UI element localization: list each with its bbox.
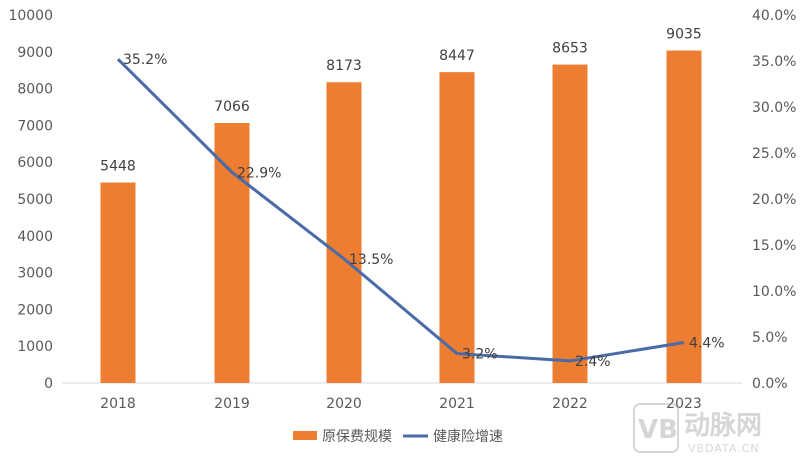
legend: 原保费规模 健康险增速 xyxy=(293,428,503,445)
right-tick-label: 40.0% xyxy=(752,8,796,24)
watermark-en: VBDATA.CN xyxy=(688,442,760,455)
left-tick-label: 2000 xyxy=(17,302,53,318)
bar xyxy=(552,64,588,383)
bar xyxy=(100,182,136,383)
watermark: VB 动脉网 VBDATA.CN xyxy=(633,403,762,455)
bar xyxy=(666,50,702,384)
legend-bar-swatch xyxy=(293,431,317,440)
left-tick-label: 10000 xyxy=(8,8,53,24)
watermark-logo: VB xyxy=(638,415,678,445)
bar-value-label: 8173 xyxy=(326,58,362,74)
left-tick-label: 5000 xyxy=(17,192,53,208)
right-tick-label: 10.0% xyxy=(752,284,796,300)
x-tick-label: 2023 xyxy=(666,396,702,412)
left-tick-label: 7000 xyxy=(17,118,53,134)
right-tick-label: 20.0% xyxy=(752,192,796,208)
right-axis-ticks: 0.0% 5.0% 10.0% 15.0% 20.0% 25.0% 30.0% 35.0% 40… xyxy=(752,8,796,392)
bar-series xyxy=(100,50,702,384)
line-value-label: 35.2% xyxy=(123,52,167,68)
legend-line-label: 健康险增速 xyxy=(433,428,503,445)
right-tick-label: 30.0% xyxy=(752,100,796,116)
bar xyxy=(214,122,250,384)
bar-value-label: 5448 xyxy=(100,159,136,175)
x-tick-label: 2021 xyxy=(439,396,475,412)
line-data-labels: 35.2% 22.9% 13.5% 3.2% 2.4% 4.4% xyxy=(123,52,725,370)
line-value-label: 22.9% xyxy=(237,165,281,181)
line-value-label: 4.4% xyxy=(689,336,725,352)
left-tick-label: 1000 xyxy=(17,339,53,355)
line-value-label: 2.4% xyxy=(575,354,611,370)
x-axis-ticks: 2018 2019 2020 2021 2022 2023 xyxy=(100,396,702,412)
x-tick-label: 2020 xyxy=(326,396,362,412)
right-tick-label: 5.0% xyxy=(752,330,788,346)
line-value-label: 3.2% xyxy=(462,347,498,363)
x-tick-label: 2018 xyxy=(100,396,136,412)
legend-bar-label: 原保费规模 xyxy=(322,429,392,445)
left-tick-label: 4000 xyxy=(17,229,53,245)
line-series xyxy=(116,58,685,363)
bar-value-label: 8447 xyxy=(439,48,475,64)
left-tick-label: 3000 xyxy=(17,266,53,282)
bar xyxy=(326,82,362,384)
watermark-cn: 动脉网 xyxy=(684,411,762,441)
right-tick-label: 15.0% xyxy=(752,238,796,254)
bar-value-label: 9035 xyxy=(666,27,702,43)
x-tick-label: 2022 xyxy=(552,396,588,412)
bar xyxy=(439,72,475,384)
bar-value-label: 7066 xyxy=(214,99,250,115)
right-tick-label: 0.0% xyxy=(752,376,788,392)
left-tick-label: 6000 xyxy=(17,155,53,171)
bar-value-label: 8653 xyxy=(552,41,588,57)
bar-data-labels: 5448 7066 8173 8447 8653 9035 xyxy=(100,27,702,175)
x-tick-label: 2019 xyxy=(214,396,250,412)
line-value-label: 13.5% xyxy=(349,252,393,268)
watermark-logo-box xyxy=(633,403,679,453)
right-tick-label: 35.0% xyxy=(752,54,796,70)
right-tick-label: 25.0% xyxy=(752,146,796,162)
left-axis-ticks: 0 1000 2000 3000 4000 5000 6000 7000 8000 9000 100… xyxy=(8,8,53,392)
left-tick-label: 8000 xyxy=(17,82,53,98)
left-tick-label: 9000 xyxy=(17,45,53,61)
left-tick-label: 0 xyxy=(44,376,53,392)
